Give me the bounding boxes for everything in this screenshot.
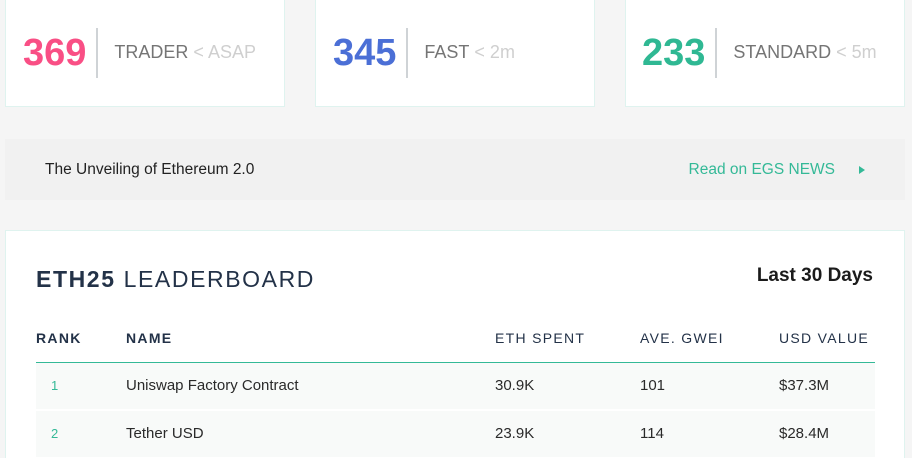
gas-time-trader: < ASAP <box>193 42 256 62</box>
column-header-usd-value[interactable]: USD VALUE <box>779 330 870 346</box>
rank-cell: 1 <box>51 378 59 393</box>
table-row[interactable]: 1 Uniswap Factory Contract 30.9K 101 $37… <box>36 363 875 409</box>
gas-label-fast: FAST <box>424 42 470 62</box>
leaderboard-title-rest: LEADERBOARD <box>123 266 316 292</box>
name-cell[interactable]: Tether USD <box>126 425 204 442</box>
table-row[interactable]: 2 Tether USD 23.9K 114 $28.4M <box>36 411 875 457</box>
eth-spent-cell: 23.9K <box>495 425 535 442</box>
ave-gwei-cell: 101 <box>640 377 666 394</box>
divider <box>406 27 409 78</box>
gas-time-fast: < 2m <box>474 42 515 62</box>
play-arrow-icon <box>859 165 865 174</box>
usd-value-cell: $37.3M <box>779 377 830 394</box>
gas-value-fast: 345 <box>333 31 397 74</box>
table-header: RANK NAME ETH SPENT AVE. GWEI USD VALUE <box>36 327 875 363</box>
divider <box>715 27 718 78</box>
divider <box>96 27 99 78</box>
gas-label-trader: TRADER <box>114 42 189 62</box>
gas-card-fast: 345 FAST < 2m <box>315 0 595 107</box>
ave-gwei-cell: 114 <box>640 425 664 442</box>
column-header-eth-spent[interactable]: ETH SPENT <box>495 330 586 346</box>
leaderboard-title-bold: ETH25 <box>36 266 116 292</box>
gas-value-standard: 233 <box>642 31 706 74</box>
name-cell[interactable]: Uniswap Factory Contract <box>126 377 299 394</box>
gas-value-trader: 369 <box>23 31 87 74</box>
rank-cell: 2 <box>51 426 59 441</box>
news-banner: The Unveiling of Ethereum 2.0 Read on EG… <box>5 139 905 200</box>
gas-label-standard: STANDARD <box>733 42 832 62</box>
usd-value-cell: $28.4M <box>779 425 830 442</box>
eth-spent-cell: 30.9K <box>495 377 535 394</box>
gas-time-standard: < 5m <box>836 42 877 62</box>
column-header-rank[interactable]: RANK <box>36 330 82 346</box>
column-header-name[interactable]: NAME <box>126 330 173 346</box>
news-headline[interactable]: The Unveiling of Ethereum 2.0 <box>45 160 255 178</box>
read-news-link[interactable]: Read on EGS NEWS <box>689 161 865 179</box>
column-header-ave-gwei[interactable]: AVE. GWEI <box>640 330 724 346</box>
leaderboard-title: ETH25 LEADERBOARD <box>36 266 315 293</box>
gas-card-trader: 369 TRADER < ASAP <box>5 0 285 107</box>
leaderboard-table: RANK NAME ETH SPENT AVE. GWEI USD VALUE … <box>36 327 875 458</box>
period-label[interactable]: Last 30 Days <box>756 265 873 286</box>
leaderboard-card: ETH25 LEADERBOARD Last 30 Days RANK NAME… <box>5 230 905 458</box>
read-news-label: Read on EGS NEWS <box>688 160 835 178</box>
gas-card-standard: 233 STANDARD < 5m <box>625 0 905 107</box>
